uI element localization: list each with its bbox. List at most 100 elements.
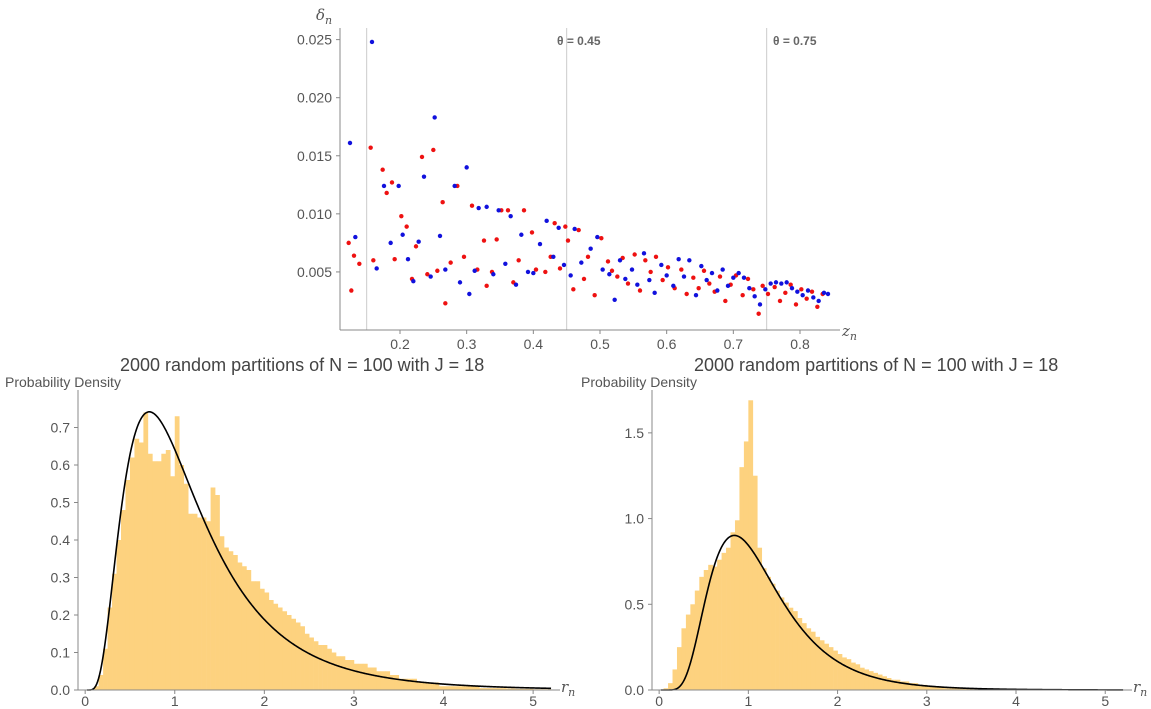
histogram-bar <box>371 667 377 690</box>
histogram-bar <box>488 688 494 690</box>
blue-point <box>747 285 752 291</box>
red-point <box>717 274 723 279</box>
x-tick-label: 5 <box>529 693 537 709</box>
histogram-bar <box>784 602 789 690</box>
histogram-bar <box>206 521 211 690</box>
y-tick-label: 0.3 <box>51 570 71 586</box>
red-point <box>751 287 756 292</box>
blue-point <box>374 266 379 271</box>
blue-point <box>388 240 393 246</box>
histogram-bar <box>868 671 874 690</box>
blue-point <box>452 183 457 189</box>
histogram-bar <box>668 683 673 690</box>
histogram-bar <box>255 581 261 690</box>
blue-point <box>779 281 784 286</box>
red-point <box>419 154 425 160</box>
histogram-left-x-ticks: 0 1 2 3 4 5 <box>81 690 537 709</box>
y-tick-label: 0.5 <box>625 596 645 612</box>
histogram-bar <box>810 631 816 690</box>
red-point <box>368 145 373 150</box>
histogram-bar <box>107 607 113 690</box>
histogram-bar <box>430 682 435 690</box>
histogram-bar <box>824 643 829 690</box>
blue-point <box>396 183 401 189</box>
y-tick-label: 0.015 <box>297 148 332 164</box>
histogram-bar <box>448 686 453 690</box>
blue-point <box>381 183 387 189</box>
blue-point <box>496 208 501 213</box>
histogram-bar <box>349 660 355 690</box>
histogram-bar <box>859 667 865 690</box>
red-point <box>615 274 620 279</box>
x-tick-label: 0 <box>655 693 663 709</box>
histogram-right-y-ticks: 0.0 0.5 1.0 1.5 <box>625 425 652 698</box>
histogram-bar <box>300 626 305 690</box>
blue-point <box>725 283 731 289</box>
red-point <box>592 292 597 298</box>
red-point <box>576 227 581 233</box>
red-point <box>413 244 419 249</box>
histogram-bar <box>864 669 870 690</box>
blue-point <box>647 277 652 283</box>
histogram-bar <box>439 686 444 690</box>
blue-point <box>467 291 472 297</box>
x-tick-label: 5 <box>1101 693 1109 709</box>
red-point <box>443 301 448 306</box>
histogram-right-title: 2000 random partitions of N = 100 with J… <box>694 355 1058 375</box>
red-point <box>609 268 615 273</box>
blue-point <box>757 302 763 307</box>
histogram-bar <box>743 441 749 690</box>
histogram-left-bars <box>94 412 556 690</box>
histogram-right-bars <box>663 400 1039 690</box>
x-tick-label: 4 <box>1012 693 1020 709</box>
x-tick-label: 1 <box>744 693 752 709</box>
histogram-bar <box>465 686 471 690</box>
histogram-bar <box>125 480 131 690</box>
blue-point <box>795 289 800 294</box>
histogram-bar <box>917 684 923 690</box>
y-tick-label: 0.6 <box>51 457 71 473</box>
blue-point <box>720 267 725 272</box>
red-point <box>563 224 568 229</box>
y-tick-label: 1.0 <box>625 511 645 527</box>
scatter-y-label: δn <box>316 6 332 27</box>
blue-point <box>731 275 736 280</box>
blue-point <box>623 276 628 282</box>
blue-point <box>405 256 411 262</box>
histogram-bar <box>949 688 954 690</box>
histogram-bar <box>842 657 847 690</box>
red-point <box>571 287 576 292</box>
histogram-bar <box>926 686 932 690</box>
blue-point <box>671 283 676 289</box>
histogram-bar <box>935 686 941 690</box>
blue-point <box>568 273 573 278</box>
histogram-bar <box>891 679 896 690</box>
histogram-bar <box>712 566 718 690</box>
histogram-bar <box>331 652 337 690</box>
histogram-left-fit-curve <box>86 411 552 691</box>
x-tick-label: 0.5 <box>590 336 610 352</box>
blue-point <box>768 281 773 286</box>
red-point <box>533 267 539 272</box>
blue-point <box>617 258 623 263</box>
blue-point <box>664 273 669 278</box>
histogram-bar <box>752 475 758 690</box>
blue-point <box>676 256 681 262</box>
histogram-bar <box>779 597 785 690</box>
red-point <box>665 265 671 270</box>
histogram-bar <box>286 615 292 690</box>
histogram-bar <box>726 547 731 690</box>
histogram-bar <box>174 416 180 690</box>
histogram-bar <box>161 453 167 690</box>
blue-point <box>659 262 664 268</box>
histogram-bar <box>819 640 825 690</box>
histogram-bar <box>690 604 696 690</box>
histogram-bar <box>282 611 288 690</box>
x-tick-label: 0.3 <box>457 336 477 352</box>
red-point <box>788 282 793 287</box>
histogram-bar <box>770 583 776 690</box>
histogram-bar <box>295 622 301 690</box>
y-tick-label: 0.7 <box>51 420 71 436</box>
red-point <box>435 268 440 273</box>
histogram-bar <box>389 675 395 690</box>
